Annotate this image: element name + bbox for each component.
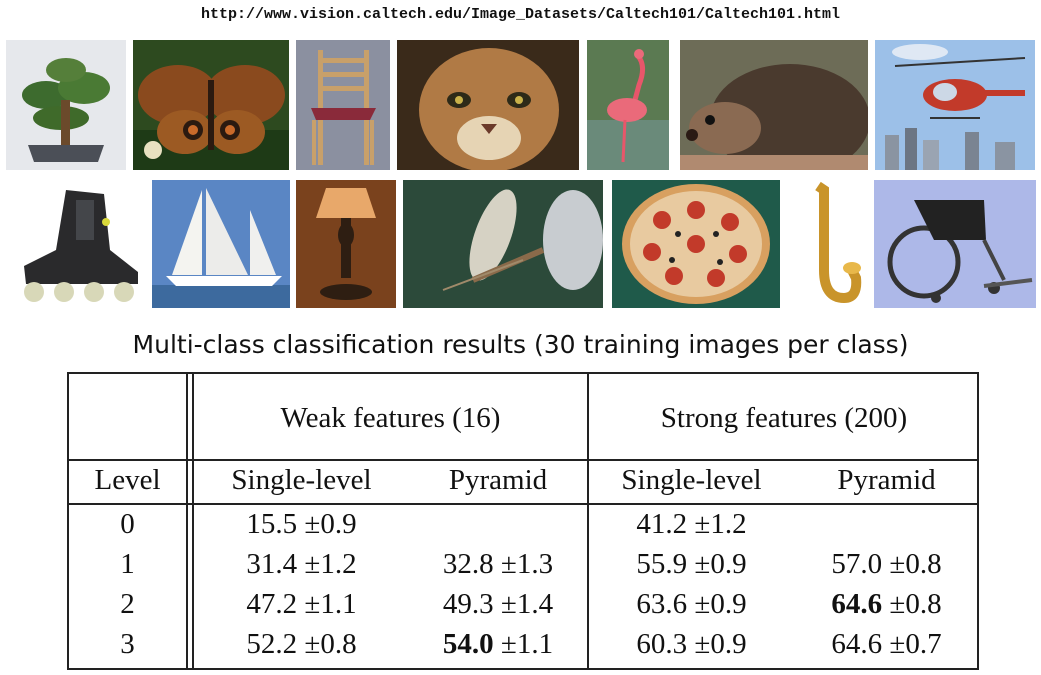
- bonsai-image: [6, 40, 126, 170]
- table-caption: Multi-class classification results (30 t…: [132, 330, 909, 359]
- chair-image: [296, 40, 390, 170]
- weak-single-cell: 31.4 ±1.2: [246, 548, 357, 580]
- saxophone-image: [788, 180, 864, 308]
- lamp-image: [296, 180, 396, 308]
- level-cell: 0: [120, 508, 135, 540]
- hedgehog-image: [680, 40, 868, 170]
- column-header-line: [69, 503, 977, 505]
- strong-single-cell: 60.3 ±0.9: [636, 628, 747, 660]
- column-header-level: Level: [94, 464, 161, 496]
- group-header-line: [69, 459, 977, 461]
- group-divider-line: [587, 374, 589, 668]
- strong-pyramid-cell: 57.0 ±0.8: [831, 548, 942, 580]
- level-divider-line: [192, 374, 194, 668]
- group-header-strong: Strong features (200): [660, 402, 908, 434]
- column-header-weak-pyramid: Pyramid: [448, 464, 548, 496]
- weak-single-cell: 52.2 ±0.8: [246, 628, 357, 660]
- helicopter-image: [875, 40, 1035, 170]
- level-cell: 2: [120, 588, 135, 620]
- dataset-url: http://www.vision.caltech.edu/Image_Data…: [200, 6, 841, 23]
- weak-pyramid-cell: 32.8 ±1.3: [442, 548, 554, 580]
- cougar-image: [397, 40, 579, 170]
- weak-pyramid-cell: 49.3 ±1.4: [442, 588, 554, 620]
- column-header-weak-single: Single-level: [231, 464, 372, 496]
- results-table: Weak features (16) Strong features (200)…: [67, 372, 979, 670]
- weak-pyramid-cell-best: 54.0 ±1.1: [442, 628, 554, 660]
- flamingo-image: [587, 40, 669, 170]
- level-divider-line: [186, 374, 188, 668]
- inline-skate-image: [6, 180, 146, 308]
- pizza-image: [612, 180, 780, 308]
- strong-single-cell: 41.2 ±1.2: [636, 508, 747, 540]
- weak-single-cell: 47.2 ±1.1: [246, 588, 357, 620]
- strong-single-cell: 63.6 ±0.9: [636, 588, 747, 620]
- wheelchair-image: [874, 180, 1036, 308]
- column-header-strong-single: Single-level: [621, 464, 762, 496]
- level-cell: 3: [120, 628, 135, 660]
- level-cell: 1: [120, 548, 135, 580]
- ketch-image: [152, 180, 290, 308]
- column-header-strong-pyramid: Pyramid: [837, 464, 936, 496]
- strong-single-cell: 55.9 ±0.9: [636, 548, 747, 580]
- strong-pyramid-cell: 64.6 ±0.7: [831, 628, 942, 660]
- butterfly-image: [133, 40, 289, 170]
- strong-pyramid-cell-best: 64.6 ±0.8: [831, 588, 942, 620]
- mayfly-image: [403, 180, 603, 308]
- group-header-weak: Weak features (16): [280, 402, 501, 434]
- weak-single-cell: 15.5 ±0.9: [246, 508, 357, 540]
